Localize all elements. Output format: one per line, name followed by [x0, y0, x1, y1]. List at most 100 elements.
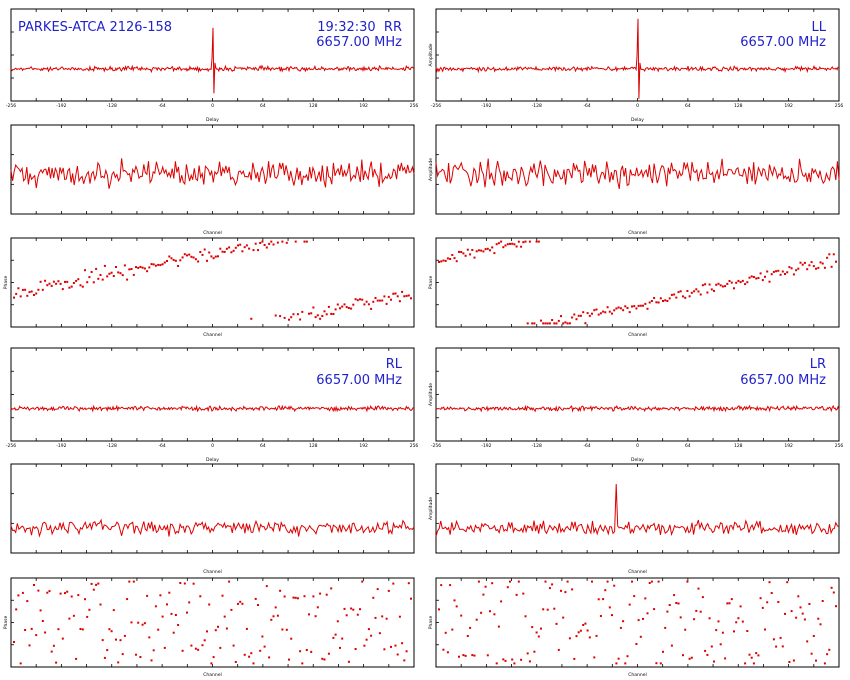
rl-phase-point — [84, 598, 86, 601]
lr-phase-point — [453, 599, 456, 602]
rr-phase-point — [177, 265, 180, 267]
ll-phase-point — [571, 316, 574, 319]
ll-phase-point — [631, 305, 633, 308]
ll-phase-point — [440, 260, 443, 263]
rl-phase-point — [325, 593, 328, 596]
rl-phase-point — [99, 603, 102, 606]
rr-phase-point — [390, 298, 392, 301]
ll-phase-point — [635, 307, 638, 310]
rr-phase-point — [250, 317, 253, 320]
rr-phase-point — [46, 284, 49, 287]
lr-phase-point — [764, 628, 766, 631]
lr-phase-point — [733, 630, 735, 633]
rl-phase-point — [117, 661, 120, 664]
lr-phase-point — [746, 630, 749, 632]
ll-phase-point — [517, 240, 520, 243]
rl-phase-point — [332, 636, 335, 639]
lr-phase-point — [615, 662, 618, 665]
lr-phase-point — [699, 610, 702, 613]
ll-phase-point — [438, 261, 440, 263]
ll-phase-point — [511, 242, 514, 245]
rr-phase-point — [376, 299, 379, 302]
lr-phase-point — [759, 597, 762, 600]
rl-phase-point — [352, 608, 355, 611]
lr-phase-point — [548, 587, 551, 590]
ll-phase-point — [781, 270, 784, 273]
lr-phase-point — [462, 654, 465, 657]
ll-phase-point — [655, 301, 658, 304]
rl-phase-point — [179, 582, 182, 584]
rr-phase-point — [19, 295, 22, 298]
rr-phase-point — [394, 292, 397, 295]
rr-phase-point — [259, 242, 262, 244]
rr-phase-point — [88, 276, 91, 279]
lr-phase-point — [471, 654, 474, 657]
rr-phase-point — [359, 298, 361, 301]
ll-phase-point — [735, 281, 738, 284]
ll-phase-point — [449, 258, 452, 260]
rl-delay-tick-label: -256 — [6, 443, 16, 449]
lr-phase-point — [617, 657, 620, 660]
rl-phase-point — [321, 657, 324, 660]
rr-delay-tick-label: -256 — [6, 103, 16, 109]
lr-phase-point — [593, 656, 596, 659]
lr-phase-point — [682, 654, 684, 657]
ll-phase-point — [544, 322, 547, 325]
rl-phase-point — [90, 582, 93, 585]
rl-phase-point — [28, 644, 31, 647]
ll-phase-point — [832, 253, 835, 256]
rr-phase-point — [150, 263, 153, 266]
lr-phase-point — [446, 651, 449, 654]
ll-phase-point — [668, 297, 671, 300]
lr-phase-point — [473, 654, 476, 657]
rr-phase-point — [403, 295, 406, 298]
lr-phase-point — [666, 610, 669, 613]
ll-phase-point — [650, 300, 653, 302]
lr-phase-point — [571, 588, 574, 591]
lr-phase-point — [701, 596, 704, 599]
rl-phase-point — [281, 628, 284, 631]
rl-phase-point — [126, 598, 129, 601]
lr-phase-point — [817, 617, 820, 620]
rl-phase-point — [141, 623, 144, 626]
ll-phase-point — [617, 306, 620, 309]
rr-phase-point — [283, 316, 286, 319]
ll-phase-point — [792, 273, 795, 276]
lr-delay-tick-label: 192 — [784, 443, 793, 449]
ll-phase-point — [489, 249, 491, 252]
rr-phase-point — [194, 258, 197, 261]
rr-phase-point — [132, 273, 135, 276]
ll-delay-ylabel: Amplitude — [428, 43, 434, 66]
ll-phase-point — [666, 300, 669, 302]
rl-phase-point — [299, 650, 302, 653]
rr-phase-point — [319, 317, 322, 320]
ll-phase-point — [788, 266, 791, 269]
lr-delay-tick-label: 128 — [734, 443, 743, 449]
ll-phase-point — [761, 279, 764, 282]
lr-phase-point — [469, 626, 472, 629]
lr-phase-point — [710, 645, 713, 648]
rl-phase-point — [296, 597, 299, 600]
rl-phase-point — [230, 608, 233, 611]
rl-phase-xlabel: Channel — [203, 672, 221, 678]
rl-phase-point — [17, 594, 20, 597]
lr-phase-point — [595, 634, 598, 637]
ll-phase-point — [555, 322, 558, 325]
rl-phase-point — [219, 646, 222, 649]
ll-phase-point — [715, 283, 718, 286]
rr-phase-point — [201, 253, 204, 256]
rr-phase-point — [217, 255, 219, 258]
rl-phase-point — [64, 592, 66, 595]
rl-phase-point — [341, 637, 344, 640]
rl-phase-point — [55, 661, 58, 664]
lr-phase-point — [502, 658, 505, 661]
rr-time-label: 19:32:30 RR — [317, 20, 402, 35]
rr-phase-point — [370, 307, 373, 310]
lr-phase-point — [544, 580, 547, 583]
ll-phase-point — [737, 279, 740, 282]
rl-phase-point — [197, 648, 200, 651]
rr-phase-point — [299, 318, 302, 321]
rl-phase-point — [166, 603, 168, 606]
ll-phase-point — [500, 240, 503, 243]
rr-phase-point — [50, 284, 53, 287]
